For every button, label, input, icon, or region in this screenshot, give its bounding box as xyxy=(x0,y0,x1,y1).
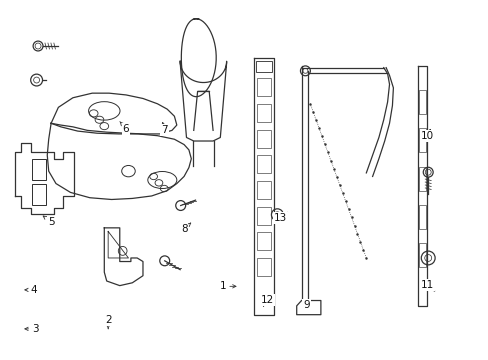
Text: 13: 13 xyxy=(274,212,287,223)
Bar xyxy=(257,233,270,251)
Text: 8: 8 xyxy=(181,223,190,234)
Text: 3: 3 xyxy=(25,324,39,334)
Bar xyxy=(257,104,270,122)
Bar xyxy=(257,156,270,174)
Text: 9: 9 xyxy=(303,300,309,310)
Text: 2: 2 xyxy=(104,315,111,329)
Text: 1: 1 xyxy=(219,281,236,291)
Bar xyxy=(257,130,270,148)
Bar xyxy=(257,258,270,276)
Bar xyxy=(257,78,270,96)
Bar xyxy=(257,207,270,225)
Text: 5: 5 xyxy=(43,216,54,227)
Bar xyxy=(32,184,46,205)
Text: 6: 6 xyxy=(120,122,129,134)
Bar xyxy=(418,90,425,114)
Bar xyxy=(418,243,425,267)
Text: 11: 11 xyxy=(420,280,434,291)
Bar xyxy=(256,61,271,72)
Text: 4: 4 xyxy=(25,285,38,295)
Bar xyxy=(418,128,425,152)
Bar xyxy=(257,181,270,199)
Text: 12: 12 xyxy=(261,295,274,306)
Text: 10: 10 xyxy=(420,129,433,141)
Text: 7: 7 xyxy=(161,122,168,135)
Bar xyxy=(418,205,425,229)
Bar xyxy=(418,167,425,191)
Bar xyxy=(32,159,46,180)
